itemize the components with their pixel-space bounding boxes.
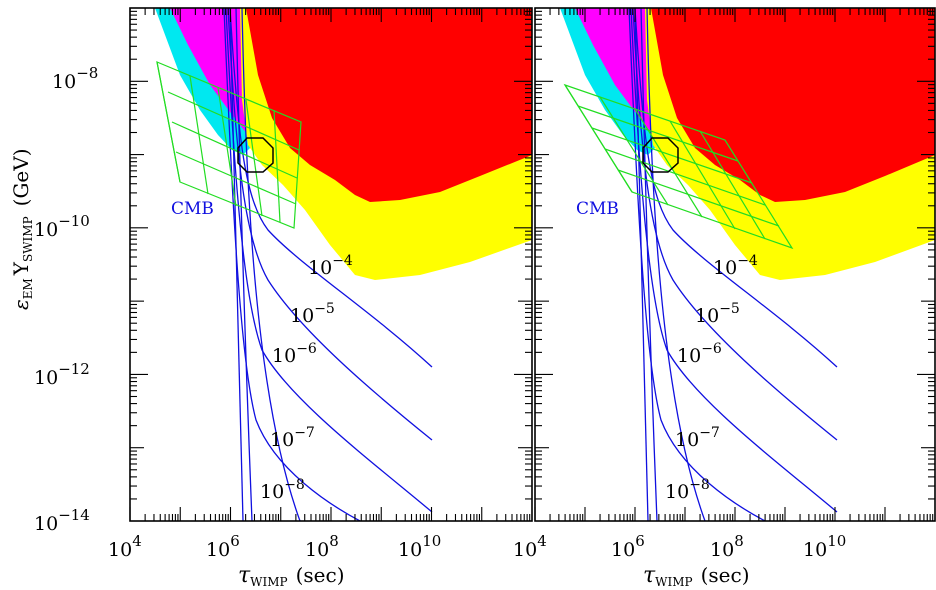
x-tick-label-1e4-right: 104	[513, 532, 547, 561]
contour-label-10e-4-right: 10−4	[713, 253, 758, 279]
y-tick-label-1e-10: 10−10	[34, 212, 90, 241]
x-axis-label-left: τWIMP (sec)	[238, 563, 345, 586]
contour-line-e1	[229, 8, 433, 368]
contour-line-c	[241, 8, 301, 521]
right-panel: CMB 10−4 10−5 10−6 10−7 10−8 104 106 108…	[513, 7, 936, 589]
x-tick-label-1e6-right: 106	[611, 532, 645, 561]
red-excluded-region	[246, 8, 532, 202]
right-tick-marks	[534, 8, 935, 522]
contour-label-10e-7-left: 10−7	[270, 425, 315, 451]
contour-line-c-right	[646, 8, 706, 521]
contour-label-10e-8-left: 10−8	[260, 477, 305, 503]
contour-label-10e-7-right: 10−7	[675, 425, 720, 451]
left-panel: CMB 10−4 10−5 10−6 10−7 10−8 10−8 10−10 …	[9, 7, 533, 589]
green-parameter-grid-right	[563, 83, 794, 250]
y-tick-label-1e-12: 10−12	[34, 360, 90, 389]
octagon-marker	[237, 137, 274, 173]
yellow-excluded-region-right	[645, 8, 935, 280]
y-tick-label-1e-8: 10−8	[52, 64, 98, 93]
contour-line-e4-right	[628, 8, 766, 521]
red-excluded-region-right	[651, 8, 935, 202]
contour-line-b	[235, 8, 253, 521]
contour-label-10e-6-right: 10−6	[677, 341, 722, 367]
x-tick-label-1e4-left: 104	[108, 532, 142, 561]
octagon-marker-right	[642, 137, 679, 173]
x-axis-label-right: τWIMP (sec)	[643, 563, 750, 586]
contour-label-10e-5-left: 10−5	[290, 301, 335, 327]
contour-label-10e-4-left: 10−4	[308, 253, 353, 279]
x-tick-label-1e10-right: 1010	[803, 532, 846, 561]
x-tick-label-1e10-left: 1010	[398, 532, 441, 561]
x-tick-label-1e8-left: 108	[305, 532, 339, 561]
cmb-label-right: CMB	[576, 199, 619, 219]
contour-line-b-right	[640, 8, 658, 521]
x-tick-label-1e6-left: 106	[206, 532, 240, 561]
y-tick-label-1e-14: 10−14	[34, 506, 90, 535]
x-tick-label-1e8-right: 108	[710, 532, 744, 561]
left-tick-marks	[129, 8, 532, 522]
contour-label-10e-6-left: 10−6	[272, 341, 317, 367]
cmb-label-left: CMB	[171, 199, 214, 219]
green-parameter-grid	[156, 61, 302, 229]
contour-lines	[223, 8, 433, 521]
contour-line-e3	[225, 8, 433, 513]
contour-label-10e-5-right: 10−5	[695, 301, 740, 327]
contour-line-e1-right	[634, 8, 838, 368]
contour-line-e2	[227, 8, 433, 441]
contour-line-e4	[223, 8, 361, 521]
yellow-excluded-region	[240, 8, 532, 280]
y-axis-label: εEMYSWIMP(GeV)	[9, 148, 35, 310]
contour-label-10e-8-right: 10−8	[665, 477, 710, 503]
